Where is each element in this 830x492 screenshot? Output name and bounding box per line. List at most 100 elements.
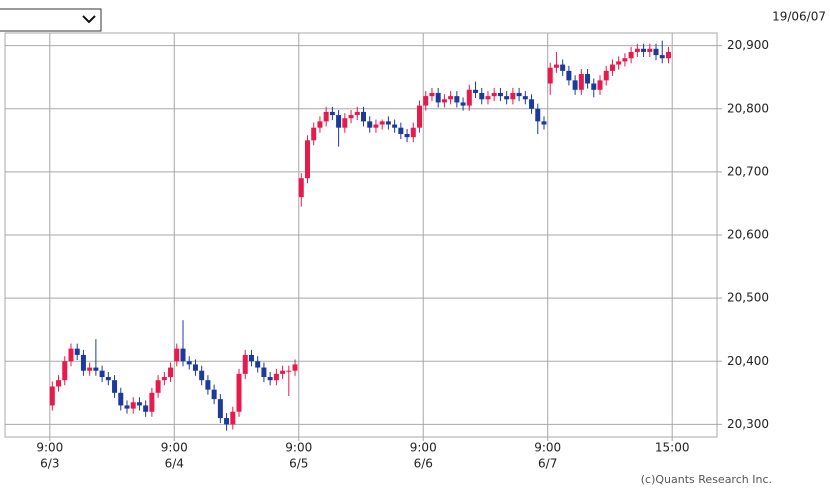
candle-body	[392, 124, 398, 128]
candle-body	[541, 121, 547, 125]
period-select[interactable]	[0, 8, 102, 32]
y-tick-label: 20,900	[727, 38, 769, 52]
x-tick-label: 9:00	[285, 441, 312, 455]
candle-body	[385, 121, 391, 125]
y-tick-label: 20,800	[727, 101, 769, 115]
x-tick-label: 9:00	[534, 441, 561, 455]
candle-body	[504, 96, 510, 100]
candle-body	[124, 405, 130, 409]
candle-body	[224, 418, 230, 425]
candle-body	[410, 127, 416, 138]
x-date-label: 6/7	[538, 457, 557, 471]
candle-body	[553, 64, 559, 68]
chart-date: 19/06/07	[772, 10, 826, 24]
candle-body	[616, 61, 622, 65]
candle-body	[168, 367, 174, 378]
candle-body	[367, 121, 373, 128]
candle-body	[236, 373, 242, 412]
x-date-label: 6/5	[289, 457, 308, 471]
candle-body	[136, 402, 142, 406]
candle-body	[192, 364, 198, 371]
credit: (c)Quants Research Inc.	[641, 473, 772, 486]
candle-body	[217, 399, 223, 419]
candle-body	[242, 354, 248, 374]
candle-body	[585, 74, 591, 84]
candle-body	[80, 354, 86, 371]
candle-body	[628, 51, 634, 59]
candle-body	[130, 402, 136, 409]
candle-body	[348, 115, 354, 119]
candle-body	[180, 348, 186, 362]
candle-body	[454, 96, 460, 103]
candle-body	[280, 370, 286, 374]
candle-body	[404, 134, 410, 138]
candle-body	[286, 370, 292, 372]
candle-body	[497, 92, 503, 97]
candle-body	[329, 111, 335, 116]
y-tick-label: 20,300	[727, 417, 769, 431]
candle-body	[273, 373, 279, 381]
candle-body	[597, 80, 603, 90]
candle-body	[248, 354, 254, 362]
candle-body	[105, 377, 111, 381]
candle-body	[435, 92, 441, 103]
candle-body	[267, 377, 273, 381]
candle-body	[87, 367, 93, 371]
candle-body	[535, 108, 541, 122]
candle-body	[49, 386, 55, 406]
x-date-label: 6/6	[414, 457, 433, 471]
candle-body	[460, 102, 466, 106]
candle-body	[473, 89, 479, 93]
x-tick-label: 9:00	[36, 441, 63, 455]
candle-body	[609, 64, 615, 71]
candle-body	[522, 96, 528, 100]
y-tick-label: 20,400	[727, 354, 769, 368]
candle-body	[311, 127, 317, 141]
candle-body	[56, 380, 62, 387]
candle-body	[572, 80, 578, 90]
candle-body	[423, 96, 429, 106]
candle-body	[659, 55, 665, 59]
candle-body	[317, 121, 323, 128]
candle-body	[74, 348, 80, 355]
candle-body	[205, 380, 211, 390]
candle-body	[149, 392, 155, 412]
candle-body	[255, 361, 261, 368]
candle-body	[342, 118, 348, 128]
candle-body	[641, 48, 647, 52]
candle-body	[634, 48, 640, 52]
candle-body	[529, 99, 535, 109]
y-tick-label: 20,700	[727, 164, 769, 178]
select-chevron[interactable]	[82, 15, 96, 24]
candle-body	[491, 92, 497, 97]
candle-body	[354, 111, 360, 116]
candle-body	[93, 367, 99, 371]
candle-body	[230, 411, 236, 425]
candle-body	[336, 115, 342, 128]
candle-body	[466, 89, 472, 106]
candle-body	[304, 140, 310, 179]
x-tick-label: 9:00	[410, 441, 437, 455]
candle-body	[547, 67, 553, 84]
candle-body	[485, 96, 491, 100]
candle-body	[429, 92, 435, 97]
candle-body	[155, 380, 161, 393]
x-date-label: 6/4	[165, 457, 184, 471]
candle-body	[510, 92, 516, 100]
candle-body	[118, 392, 124, 406]
candle-body	[560, 64, 566, 71]
candle-body	[186, 361, 192, 365]
candle-body	[298, 178, 304, 198]
candle-body	[479, 92, 485, 100]
x-tick-label: 9:00	[161, 441, 188, 455]
candle-body	[261, 367, 267, 378]
candle-body	[373, 124, 379, 128]
y-tick-label: 20,600	[727, 228, 769, 242]
candle-body	[161, 377, 167, 381]
candle-body	[361, 111, 366, 122]
candle-body	[62, 361, 68, 381]
candle-body	[323, 111, 329, 122]
x-tick-label: 15:00	[655, 441, 690, 455]
y-tick-label: 20,500	[727, 291, 769, 305]
